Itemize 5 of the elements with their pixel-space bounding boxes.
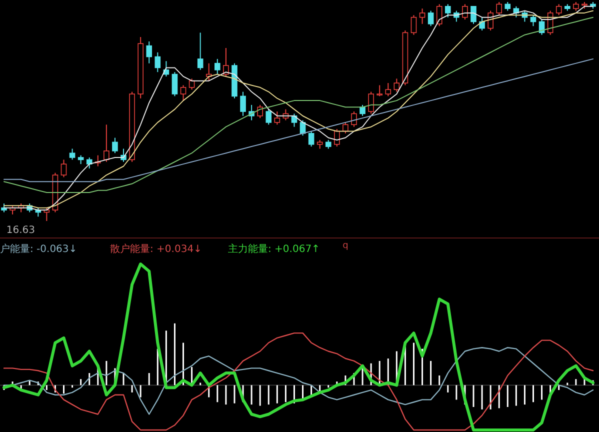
text: 散户能量: +0.034↓ (110, 243, 202, 255)
text: 主力能量: +0.067↑ (228, 243, 320, 255)
text: 户能量: -0.063↓ (0, 243, 78, 255)
text: q (342, 241, 348, 251)
text: 16.63 (6, 225, 35, 236)
